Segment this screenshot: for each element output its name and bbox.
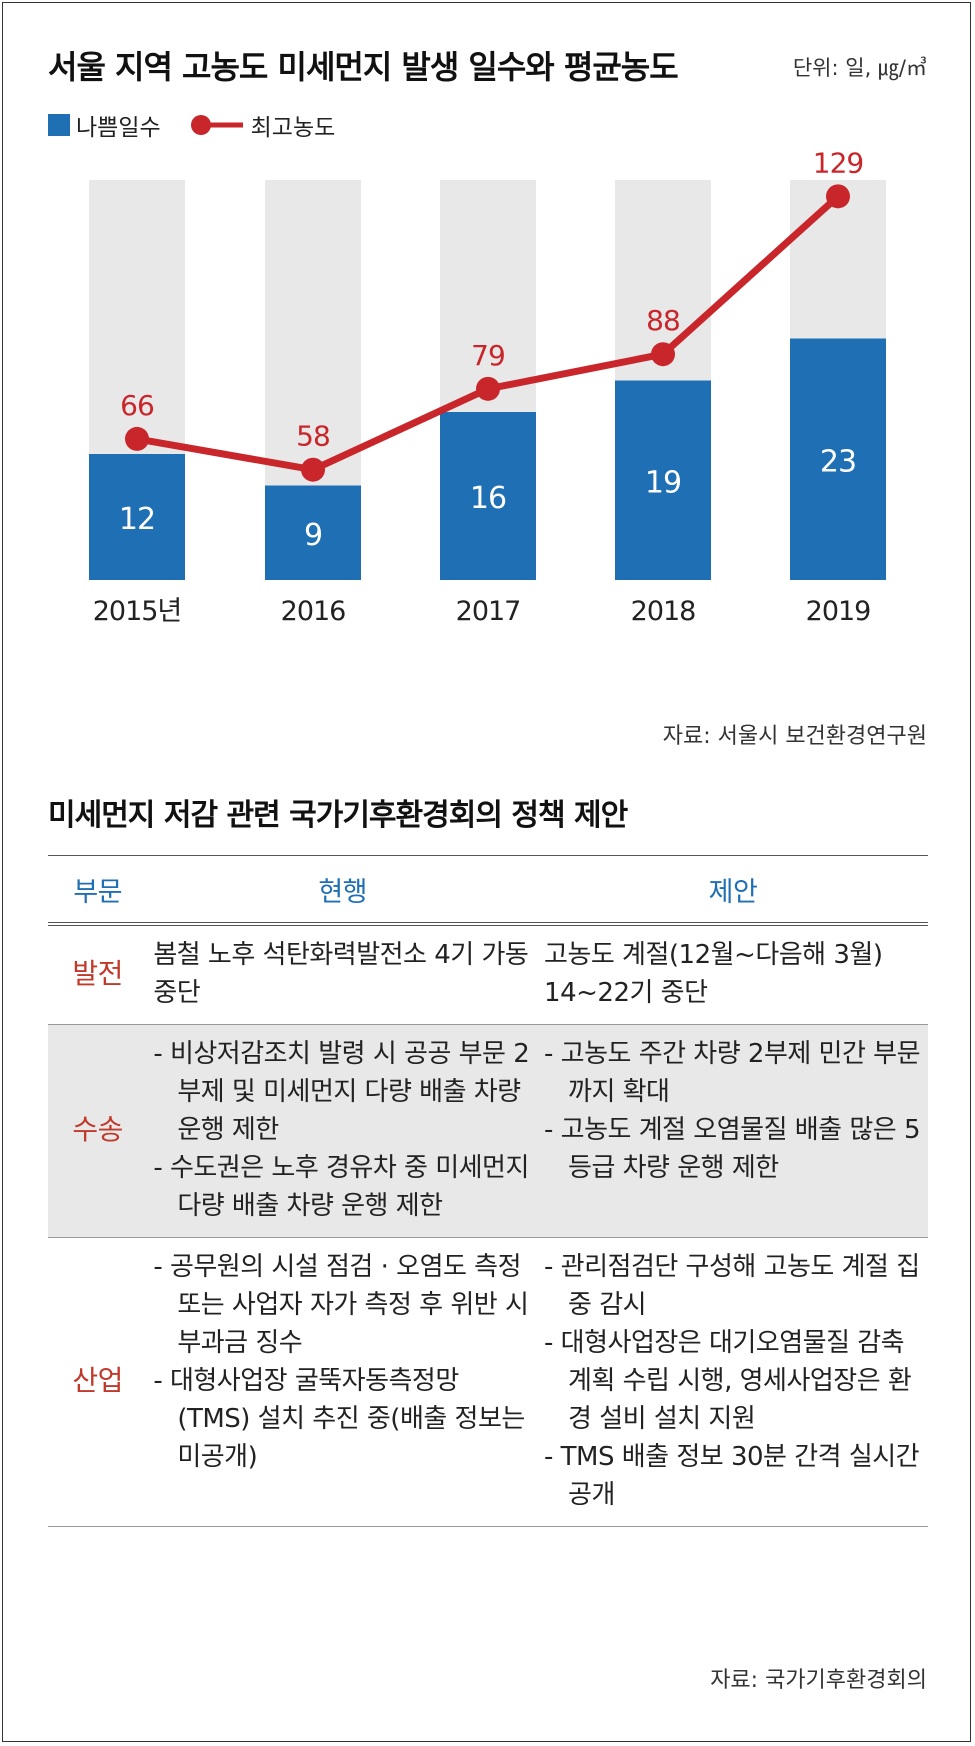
table-source: 자료: 국가기후환경회의 [710,1668,927,1693]
x-tick-label: 2019 [806,596,871,627]
current-cell: - 공무원의 시설 점검 · 오염도 측정 또는 사업자 자가 측정 후 위반 … [147,1237,539,1527]
bar [89,454,185,580]
chart-title: 서울 지역 고농도 미세먼지 발생 일수와 평균농도 [48,48,679,86]
policy-item: 봄철 노후 석탄화력발전소 4기 가동 중단 [153,940,529,1008]
table-row: 수송 - 비상저감조치 발령 시 공공 부문 2부제 및 미세먼지 다량 배출 차… [48,1024,928,1238]
line-point [125,426,149,451]
bar-value-label: 23 [820,444,856,479]
policy-item: 고농도 계절(12월~다음해 3월) 14~22기 중단 [544,940,883,1008]
bar [615,380,711,580]
x-tick-label: 2018 [631,596,696,627]
legend-line: 최고농도 [189,108,336,142]
legend-bar-swatch [48,114,70,136]
policy-item: - TMS 배출 정보 30분 간격 실시간 공개 [544,1442,920,1510]
policy-item: - 고농도 주간 차량 2부제 민간 부문까지 확대 [544,1039,921,1107]
header-proposal: 제안 [538,855,928,924]
table-header-row: 부문 현행 제안 [48,855,928,924]
bar-value-label: 9 [304,518,322,553]
proposal-cell: 고농도 계절(12월~다음해 3월) 14~22기 중단 [538,924,928,1025]
policy-item: - 공무원의 시설 점검 · 오염도 측정 또는 사업자 자가 측정 후 위반 … [153,1252,529,1358]
header-current: 현행 [147,855,539,924]
chart-legend: 나쁨일수 최고농도 [48,108,335,142]
x-tick-label: 2015년 [93,596,182,627]
table-title: 미세먼지 저감 관련 국가기후환경회의 정책 제안 [48,798,628,833]
x-tick-label: 2016 [281,596,346,627]
legend-bar: 나쁨일수 [48,108,161,142]
current-cell: 봄철 노후 석탄화력발전소 4기 가동 중단 [147,924,539,1025]
line-point [826,184,850,209]
sector-cell: 산업 [48,1237,148,1527]
bar-value-label: 12 [119,502,155,537]
table-body: 발전 봄철 노후 석탄화력발전소 4기 가동 중단 고농도 계절(12월~다음해 3… [48,924,928,1527]
policy-table: 부문 현행 제안 발전 봄철 노후 석탄화력발전소 4기 가동 중단 고농도 계절(… [48,855,928,1527]
sector-cell: 수송 [48,1024,148,1238]
line-value-label: 79 [471,339,505,372]
line-point [476,376,500,401]
bar-value-label: 19 [645,465,681,500]
policy-item: - 대형사업장 굴뚝자동측정망 (TMS) 설치 추진 중(배출 정보는 미공개… [153,1366,525,1472]
proposal-cell: - 관리점검단 구성해 고농도 계절 집중 감시 - 대형사업장은 대기오염물질 … [538,1237,928,1527]
proposal-cell: - 고농도 주간 차량 2부제 민간 부문까지 확대 - 고농도 계절 오염물질 … [538,1024,928,1238]
bar [790,338,886,580]
line-point [651,342,675,367]
table-row: 산업 - 공무원의 시설 점검 · 오염도 측정 또는 사업자 자가 측정 후 위… [48,1237,928,1527]
policy-item: - 대형사업장은 대기오염물질 감축계획 수립 시행, 영세사업장은 환경 설비… [544,1328,912,1434]
bar [440,412,536,580]
unit-label: 단위: 일, ㎍/㎥ [792,56,927,80]
policy-item: - 관리점검단 구성해 고농도 계절 집중 감시 [544,1252,920,1320]
line-value-label: 66 [120,389,154,422]
legend-bar-label: 나쁨일수 [76,115,161,141]
policy-item: - 비상저감조치 발령 시 공공 부문 2부제 및 미세먼지 다량 배출 차량운… [153,1039,530,1145]
policy-item: - 고농도 계절 오염물질 배출 많은 5등급 차량 운행 제한 [544,1115,921,1183]
header-sector: 부문 [48,855,148,924]
current-cell: - 비상저감조치 발령 시 공공 부문 2부제 및 미세먼지 다량 배출 차량운… [147,1024,539,1238]
line-value-label: 58 [296,420,330,453]
bar [265,485,361,580]
sector-cell: 발전 [48,924,148,1025]
bar-value-label: 16 [470,481,506,516]
x-tick-label: 2017 [456,596,521,627]
legend-line-label: 최고농도 [250,115,336,141]
line-value-label: 88 [646,304,680,337]
policy-item: - 수도권은 노후 경유차 중 미세먼지 다량 배출 차량 운행 제한 [153,1153,529,1221]
table-row: 발전 봄철 노후 석탄화력발전소 4기 가동 중단 고농도 계절(12월~다음해 3… [48,924,928,1025]
line-value-label: 129 [813,150,863,179]
chart-source: 자료: 서울시 보건환경연구원 [662,724,927,749]
line-point [301,457,325,482]
legend-line-icon [190,115,243,135]
